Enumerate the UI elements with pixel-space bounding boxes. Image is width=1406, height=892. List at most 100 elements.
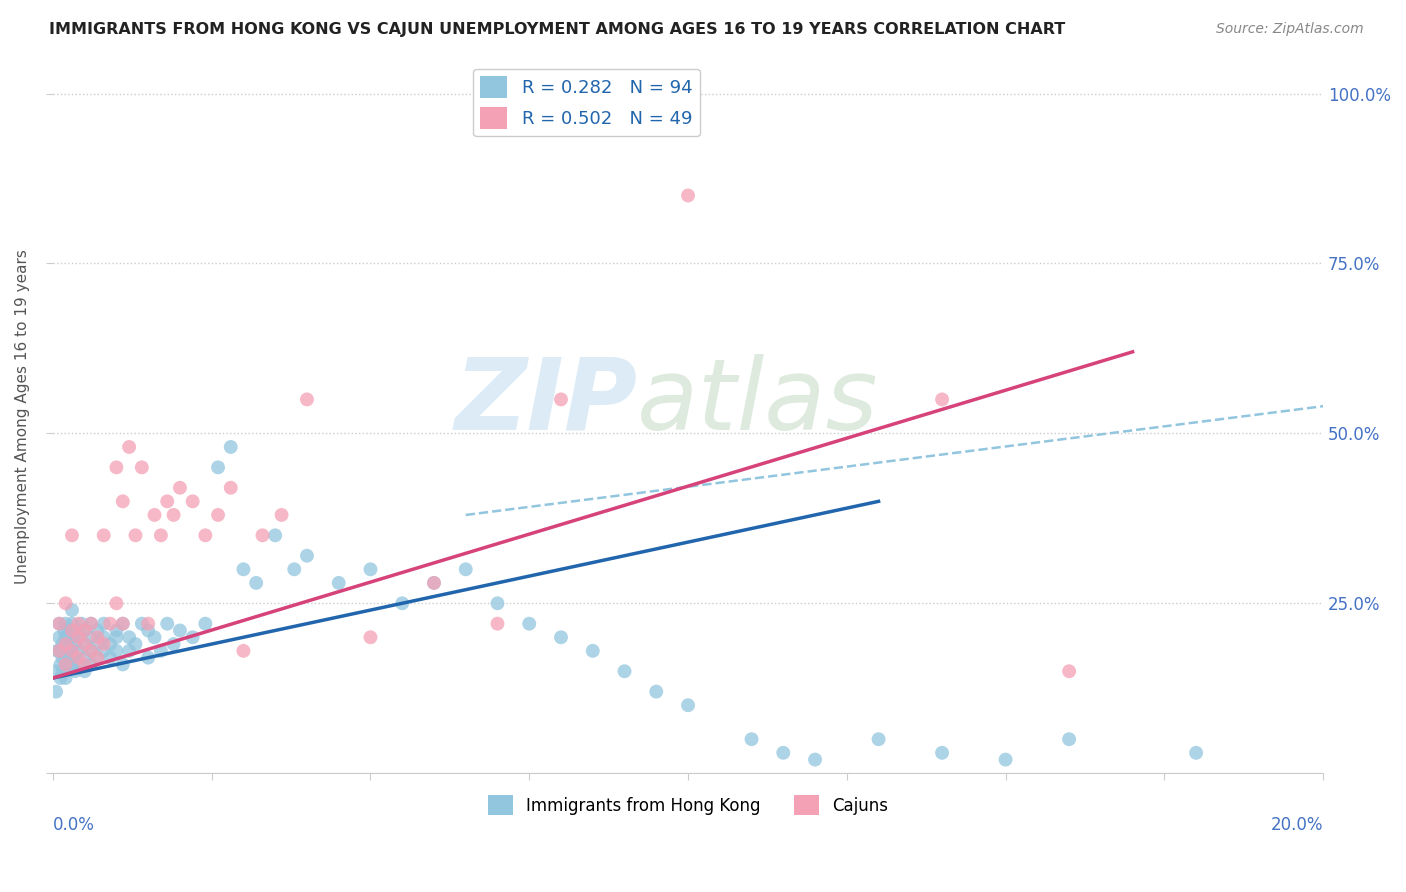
Point — [51, 637, 73, 651]
Point — [105, 630, 128, 644]
Point — [550, 630, 572, 644]
Point — [55, 657, 77, 672]
Point — [48, 630, 70, 644]
Point — [181, 630, 204, 644]
Point — [58, 650, 80, 665]
Point — [98, 616, 121, 631]
Point — [772, 746, 794, 760]
Legend: Immigrants from Hong Kong, Cajuns: Immigrants from Hong Kong, Cajuns — [481, 789, 896, 822]
Point — [86, 624, 108, 638]
Point — [49, 657, 72, 672]
Point — [111, 616, 134, 631]
Point — [86, 637, 108, 651]
Point — [45, 684, 67, 698]
Point — [55, 657, 77, 672]
Text: Source: ZipAtlas.com: Source: ZipAtlas.com — [1216, 22, 1364, 37]
Point — [245, 575, 267, 590]
Text: IMMIGRANTS FROM HONG KONG VS CAJUN UNEMPLOYMENT AMONG AGES 16 TO 19 YEARS CORREL: IMMIGRANTS FROM HONG KONG VS CAJUN UNEMP… — [49, 22, 1066, 37]
Point — [80, 616, 103, 631]
Point — [98, 650, 121, 665]
Point — [391, 596, 413, 610]
Point — [53, 624, 76, 638]
Point — [48, 616, 70, 631]
Point — [51, 650, 73, 665]
Point — [80, 616, 103, 631]
Point — [48, 616, 70, 631]
Point — [111, 616, 134, 631]
Point — [60, 616, 83, 631]
Point — [295, 549, 318, 563]
Point — [295, 392, 318, 407]
Point — [93, 637, 115, 651]
Point — [124, 528, 146, 542]
Point — [60, 657, 83, 672]
Point — [454, 562, 477, 576]
Point — [60, 630, 83, 644]
Point — [80, 630, 103, 644]
Y-axis label: Unemployment Among Ages 16 to 19 years: Unemployment Among Ages 16 to 19 years — [15, 249, 30, 584]
Point — [1057, 665, 1080, 679]
Point — [45, 665, 67, 679]
Point — [149, 528, 172, 542]
Point — [156, 494, 179, 508]
Point — [162, 637, 184, 651]
Point — [1057, 732, 1080, 747]
Point — [62, 650, 84, 665]
Point — [93, 630, 115, 644]
Point — [80, 657, 103, 672]
Point — [86, 650, 108, 665]
Point — [931, 746, 953, 760]
Point — [676, 188, 699, 202]
Point — [60, 644, 83, 658]
Point — [423, 575, 446, 590]
Point — [105, 596, 128, 610]
Point — [194, 616, 217, 631]
Point — [118, 644, 141, 658]
Point — [55, 630, 77, 644]
Point — [270, 508, 292, 522]
Point — [328, 575, 350, 590]
Point — [67, 616, 90, 631]
Point — [131, 616, 153, 631]
Point — [105, 644, 128, 658]
Point — [60, 528, 83, 542]
Point — [219, 481, 242, 495]
Point — [283, 562, 305, 576]
Point — [86, 650, 108, 665]
Point — [232, 562, 254, 576]
Point — [93, 616, 115, 631]
Point — [46, 644, 69, 658]
Point — [486, 596, 509, 610]
Text: atlas: atlas — [637, 353, 879, 450]
Point — [73, 637, 96, 651]
Point — [51, 665, 73, 679]
Text: 20.0%: 20.0% — [1271, 816, 1323, 834]
Point — [58, 624, 80, 638]
Point — [55, 644, 77, 658]
Point — [60, 624, 83, 638]
Point — [73, 657, 96, 672]
Point — [67, 650, 90, 665]
Point — [55, 671, 77, 685]
Point — [169, 624, 191, 638]
Point — [194, 528, 217, 542]
Point — [73, 665, 96, 679]
Point — [207, 460, 229, 475]
Point — [741, 732, 763, 747]
Point — [486, 616, 509, 631]
Point — [994, 753, 1017, 767]
Point — [1185, 746, 1208, 760]
Point — [169, 481, 191, 495]
Point — [143, 630, 166, 644]
Point — [232, 644, 254, 658]
Point — [359, 630, 381, 644]
Point — [868, 732, 890, 747]
Point — [63, 637, 86, 651]
Point — [804, 753, 827, 767]
Point — [162, 508, 184, 522]
Point — [105, 624, 128, 638]
Point — [48, 644, 70, 658]
Point — [931, 392, 953, 407]
Point — [105, 460, 128, 475]
Point — [73, 650, 96, 665]
